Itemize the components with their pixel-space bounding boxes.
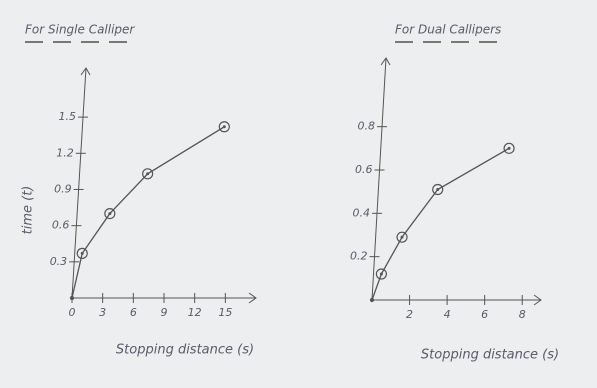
y-tick-label: 0.8 — [358, 120, 376, 133]
x-tick-label: 2 — [406, 308, 413, 321]
x-axis-label: Stopping distance (s) — [116, 343, 254, 358]
x-tick-label: 6 — [130, 306, 137, 319]
paper — [0, 0, 597, 388]
x-tick-label: 6 — [481, 308, 488, 321]
y-tick-label: 0.4 — [353, 206, 371, 219]
page: For Single Calliper 0 3 6 9 12 15 0.3 0.6 0.9 1.2 1… — [0, 0, 597, 388]
data-point-dot — [223, 125, 226, 128]
data-point-dot — [436, 188, 439, 191]
x-tick-label: 0 — [69, 306, 76, 319]
y-tick-label: 0.3 — [50, 255, 68, 268]
x-tick-label: 4 — [444, 308, 451, 321]
x-tick-label: 8 — [519, 308, 526, 321]
x-tick-label: 9 — [161, 306, 168, 319]
chart-title: For Dual Callipers — [395, 23, 501, 37]
y-tick-label: 1.5 — [59, 110, 77, 123]
y-axis-label: time (t) — [21, 186, 36, 235]
data-point — [71, 297, 74, 300]
x-tick-label: 15 — [218, 306, 232, 319]
y-tick-label: 0.6 — [52, 219, 70, 232]
data-point-dot — [108, 212, 111, 215]
data-point-dot — [508, 147, 511, 150]
y-tick-label: 0.2 — [350, 250, 368, 263]
data-point-dot — [401, 236, 404, 239]
x-axis-label: Stopping distance (s) — [421, 348, 559, 363]
y-tick-label: 1.2 — [56, 146, 74, 159]
data-point — [371, 299, 374, 302]
data-point-dot — [380, 273, 383, 276]
data-point-dot — [146, 172, 149, 175]
chart-title: For Single Calliper — [25, 23, 135, 37]
y-tick-label: 0.9 — [54, 182, 72, 195]
x-tick-label: 12 — [188, 306, 202, 319]
data-point-dot — [81, 252, 84, 255]
y-tick-label: 0.6 — [355, 163, 373, 176]
x-tick-label: 3 — [99, 306, 106, 319]
